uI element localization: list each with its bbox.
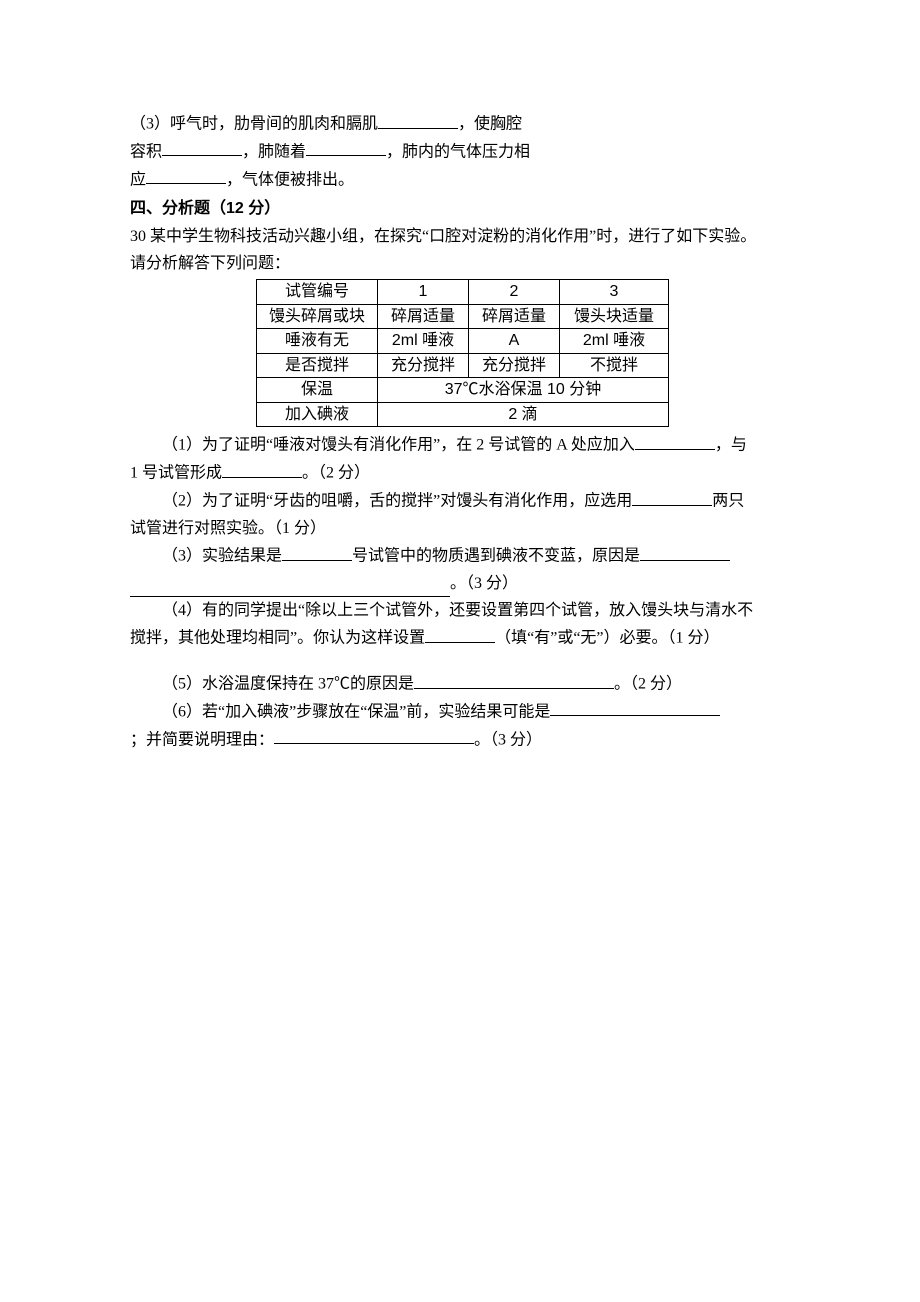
table-row: 加入碘液 2 滴 (257, 402, 669, 427)
blank (632, 487, 712, 506)
table-row: 馒头碎屑或块 碎屑适量 碎屑适量 馒头块适量 (257, 304, 669, 329)
cell: 保温 (257, 378, 378, 403)
blank (414, 670, 614, 689)
cell: 2 (469, 279, 560, 304)
text: ，气体便被排出。 (226, 171, 354, 188)
blank (550, 698, 720, 717)
text: 搅拌，其他处理均相同”。你认为这样设置 (130, 630, 425, 647)
text: （3）呼气时，肋骨间的肌肉和膈肌 (130, 116, 378, 133)
text: 两只 (712, 493, 744, 510)
table-row: 试管编号 1 2 3 (257, 279, 669, 304)
cell: 馒头块适量 (560, 304, 669, 329)
text: ，肺内的气体压力相 (386, 143, 530, 160)
text: ，与 (715, 437, 747, 454)
text: 。（2 分） (614, 676, 682, 693)
blank (130, 578, 450, 597)
cell: 2ml 唾液 (378, 329, 469, 354)
cell: 2ml 唾液 (560, 329, 669, 354)
blank (162, 138, 242, 157)
section-4-heading: 四、分析题（12 分） (130, 195, 795, 222)
q30-intro-line2: 请分析解答下列问题： (130, 250, 795, 277)
blank (635, 431, 715, 450)
text: （填“有”或“无”）必要。（1 分） (495, 630, 719, 647)
text: （2）为了证明“牙齿的咀嚼，舌的搅拌”对馒头有消化作用，应选用 (162, 493, 632, 510)
prev-q3-line3: 应 ，气体便被排出。 (130, 166, 795, 194)
q30-1-line2: 1 号试管形成 。（2 分） (130, 459, 795, 487)
text: ，使胸腔 (458, 116, 522, 133)
table-row: 唾液有无 2ml 唾液 A 2ml 唾液 (257, 329, 669, 354)
text: （6）若“加入碘液”步骤放在“保温”前，实验结果可能是 (162, 703, 550, 720)
table-row: 是否搅拌 充分搅拌 充分搅拌 不搅拌 (257, 353, 669, 378)
q30-4-line1: （4）有的同学提出“除以上三个试管外，还要设置第四个试管，放入馒头块与清水不 (130, 597, 795, 624)
blank (222, 459, 302, 478)
text: 号试管中的物质遇到碘液不变蓝，原因是 (352, 548, 640, 565)
q30-intro-line1: 30 某中学生物科技活动兴趣小组，在探究“口腔对淀粉的消化作用”时，进行了如下实… (130, 223, 795, 250)
cell: 碎屑适量 (378, 304, 469, 329)
text: （5）水浴温度保持在 37℃的原因是 (162, 676, 414, 693)
table-row: 保温 37℃水浴保温 10 分钟 (257, 378, 669, 403)
experiment-table: 试管编号 1 2 3 馒头碎屑或块 碎屑适量 碎屑适量 馒头块适量 唾液有无 2… (256, 279, 669, 428)
text: 。（3 分） (450, 570, 518, 597)
blank (274, 726, 474, 745)
cell: 1 (378, 279, 469, 304)
q30-2-line2: 试管进行对照实验。（1 分） (130, 515, 795, 542)
cell: 不搅拌 (560, 353, 669, 378)
text: ，肺随着 (242, 143, 306, 160)
text: 。（2 分） (302, 465, 370, 482)
cell: 是否搅拌 (257, 353, 378, 378)
q30-6-line1: （6）若“加入碘液”步骤放在“保温”前，实验结果可能是 (130, 698, 795, 726)
blank (146, 166, 226, 185)
experiment-table-wrap: 试管编号 1 2 3 馒头碎屑或块 碎屑适量 碎屑适量 馒头块适量 唾液有无 2… (130, 279, 795, 428)
q30-4-line2: 搅拌，其他处理均相同”。你认为这样设置 （填“有”或“无”）必要。（1 分） (130, 624, 795, 652)
cell: 2 滴 (378, 402, 669, 427)
prev-q3-line1: （3）呼气时，肋骨间的肌肉和膈肌 ，使胸腔 (130, 110, 795, 138)
blank (306, 138, 386, 157)
blank (425, 624, 495, 643)
q30-3-line1: （3）实验结果是 号试管中的物质遇到碘液不变蓝，原因是 (130, 542, 795, 570)
text: （1）为了证明“唾液对馒头有消化作用”，在 2 号试管的 A 处应加入 (162, 437, 635, 454)
cell: 馒头碎屑或块 (257, 304, 378, 329)
cell: 充分搅拌 (378, 353, 469, 378)
blank (282, 542, 352, 561)
text: ；并简要说明理由： (130, 731, 274, 748)
text: 。（3 分） (474, 731, 542, 748)
cell: 碎屑适量 (469, 304, 560, 329)
q30-3-line2: 。（3 分） (130, 570, 795, 597)
q30-1-line1: （1）为了证明“唾液对馒头有消化作用”，在 2 号试管的 A 处应加入 ，与 (130, 431, 795, 459)
text: 1 号试管形成 (130, 465, 222, 482)
cell: 试管编号 (257, 279, 378, 304)
cell: 37℃水浴保温 10 分钟 (378, 378, 669, 403)
text: （3）实验结果是 (162, 548, 282, 565)
cell: 3 (560, 279, 669, 304)
cell: 充分搅拌 (469, 353, 560, 378)
blank (378, 110, 458, 129)
q30-2-line1: （2）为了证明“牙齿的咀嚼，舌的搅拌”对馒头有消化作用，应选用 两只 (130, 487, 795, 515)
prev-q3-line2: 容积 ，肺随着 ，肺内的气体压力相 (130, 138, 795, 166)
q30-6-line2: ；并简要说明理由： 。（3 分） (130, 726, 795, 754)
text: 容积 (130, 143, 162, 160)
cell: 加入碘液 (257, 402, 378, 427)
q30-5-line1: （5）水浴温度保持在 37℃的原因是 。（2 分） (130, 670, 795, 698)
text: 应 (130, 171, 146, 188)
cell: A (469, 329, 560, 354)
page: （3）呼气时，肋骨间的肌肉和膈肌 ，使胸腔 容积 ，肺随着 ，肺内的气体压力相 应 ，气… (0, 0, 920, 1302)
blank (640, 542, 730, 561)
cell: 唾液有无 (257, 329, 378, 354)
